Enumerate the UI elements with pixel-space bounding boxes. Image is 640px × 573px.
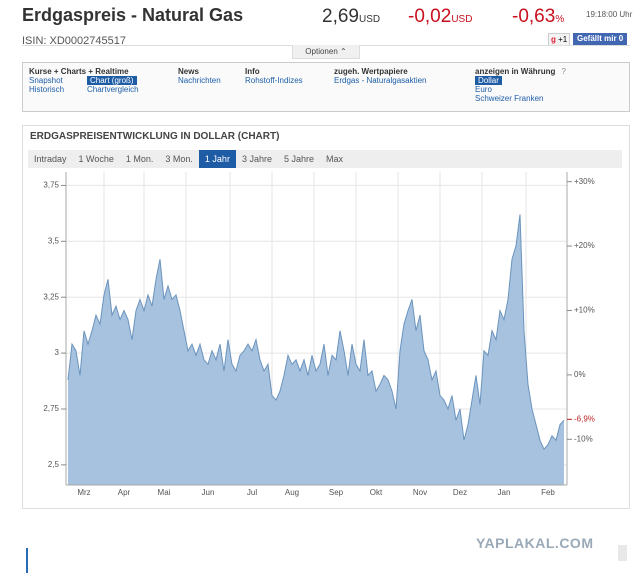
ad-icons[interactable] [618,545,627,561]
tab[interactable]: 1 Mon. [125,154,154,164]
x-tick-label: Jan [498,488,511,497]
nav-heading: zugeh. Wertpapiere [334,67,408,76]
nav-link: Historisch [29,85,87,94]
x-tick-label: Mai [158,488,171,497]
nav-heading: News [178,67,199,76]
price-unit: USD [358,14,381,25]
options-tab[interactable]: Optionen ⌃ [292,45,360,59]
nav-link: Chart (groß) [87,76,139,85]
y-tick-label: 2,75 [43,404,59,413]
nav-links: Rohstoff-Indizes [245,76,303,85]
tab-bar: Intraday 1 Woche 1 Mon. 3 Mon. 1 Jahr 3 Jahre… [28,150,622,168]
nav-column: Info Rohstoff-Indizes [245,67,303,85]
y-tick-label: 3 [55,348,60,357]
x-tick-label: Aug [285,488,299,497]
price: 2,69USD [322,6,380,28]
price-line [67,214,565,451]
nav-link: Dollar [475,76,566,85]
nav-link-text[interactable]: Chartvergleich [87,85,139,94]
nav-link: Rohstoff-Indizes [245,76,303,85]
chart-panel [22,125,630,509]
change-pct-unit: % [555,14,565,25]
gplus-icon: g [551,35,556,44]
change: -0,02USD [408,6,472,28]
nav-link-text[interactable]: Erdgas - Naturalgasaktien [334,76,427,85]
nav-link-text[interactable]: Schweizer Franken [475,94,544,103]
y2-tick-label: +20% [574,241,595,250]
nav-links: Dollar Euro Schweizer Franken [475,76,566,103]
y2-tick-label: +10% [574,306,595,315]
tab[interactable]: Max [326,154,344,164]
nav-link: Schweizer Franken [475,94,566,103]
nav-link-text[interactable]: Dollar [475,76,502,85]
nav-links: Snapshot Chart (groß) Historisch Chartvergl… [29,76,139,94]
nav-link-text[interactable]: Chart (groß) [87,76,137,85]
nav-heading: Info [245,67,260,76]
nav-link: Erdgas - Naturalgasaktien [334,76,427,85]
nav-heading: Kurse + Charts + Realtime [29,67,129,76]
time: 19:18:00 Uhr [586,10,633,19]
change-pct: -0,63% [512,6,564,28]
x-tick-label: Nov [413,488,427,497]
change-unit: USD [451,14,473,25]
nav-column: anzeigen in Währung? Dollar Euro Schweizer … [475,67,566,103]
y2-tick-label: -10% [574,434,593,443]
x-tick-label: Apr [118,488,131,497]
tab[interactable]: 5 Jahre [283,154,314,164]
x-tick-label: Mrz [77,488,90,497]
tab[interactable]: 3 Mon. [165,154,193,164]
nav-heading: anzeigen in Währung? [475,67,566,76]
isin: ISIN: XD0002745517 [22,35,126,47]
nav-link: Nachrichten [178,76,221,85]
nav-link-text[interactable]: Rohstoff-Indizes [245,76,303,85]
x-tick-label: Okt [370,488,383,497]
y-tick-label: 3,75 [43,181,59,190]
y-tick-label: 3,5 [48,236,60,245]
y2-tick-label: +30% [574,177,595,186]
nav-column: Kurse + Charts + Realtime Snapshot Chart (… [29,67,139,94]
y-tick-label: 3,25 [43,292,59,301]
nav-link: Chartvergleich [87,85,139,94]
nav-links: Nachrichten [178,76,221,85]
tab[interactable]: 1 Woche [78,154,114,164]
tab[interactable]: 3 Jahre [241,154,272,164]
change-value: -0,02 [408,6,452,27]
nav-link-text[interactable]: Snapshot [29,76,63,85]
chart-panel-title: ERDGASPREISENTWICKLUNG IN DOLLAR (CHART) [30,131,280,142]
watermark: YAPLAKAL.COM [476,535,594,551]
x-tick-label: Sep [329,488,344,497]
y2-tick-label: 0% [574,370,586,379]
nav-link-text[interactable]: Historisch [29,85,65,94]
gplus-count: +1 [558,35,568,44]
tab[interactable]: 1 Jahr [198,150,236,168]
price-value: 2,69 [322,6,359,27]
ad-bar [26,548,28,573]
nav-link: Snapshot [29,76,87,85]
area-fill [68,214,564,485]
tab[interactable]: Intraday [34,154,67,164]
nav-links: Erdgas - Naturalgasaktien [334,76,427,85]
x-tick-label: Jul [247,488,257,497]
x-tick-label: Feb [541,488,555,497]
nav-link-text[interactable]: Nachrichten [178,76,221,85]
change-pct-value: -0,63 [512,6,556,27]
nav-box: Kurse + Charts + Realtime Snapshot Chart (… [22,62,630,112]
nav-column: zugeh. Wertpapiere Erdgas - Naturalgasakt… [334,67,427,85]
nav-link-text[interactable]: Euro [475,85,492,94]
help-icon[interactable]: ? [561,67,566,76]
title: Erdgaspreis - Natural Gas [22,5,244,25]
x-tick-label: Jun [202,488,215,497]
y-tick-label: 2,5 [48,460,60,469]
like-button[interactable]: Gefällt mir 0 [573,33,628,45]
options-label: Optionen [305,47,338,56]
last-marker-label: -6,9% [574,414,595,423]
x-tick-label: Dez [453,488,467,497]
nav-link: Euro [475,85,566,94]
nav-column: News Nachrichten [178,67,221,85]
gplus-button[interactable]: g +1 [548,33,571,46]
